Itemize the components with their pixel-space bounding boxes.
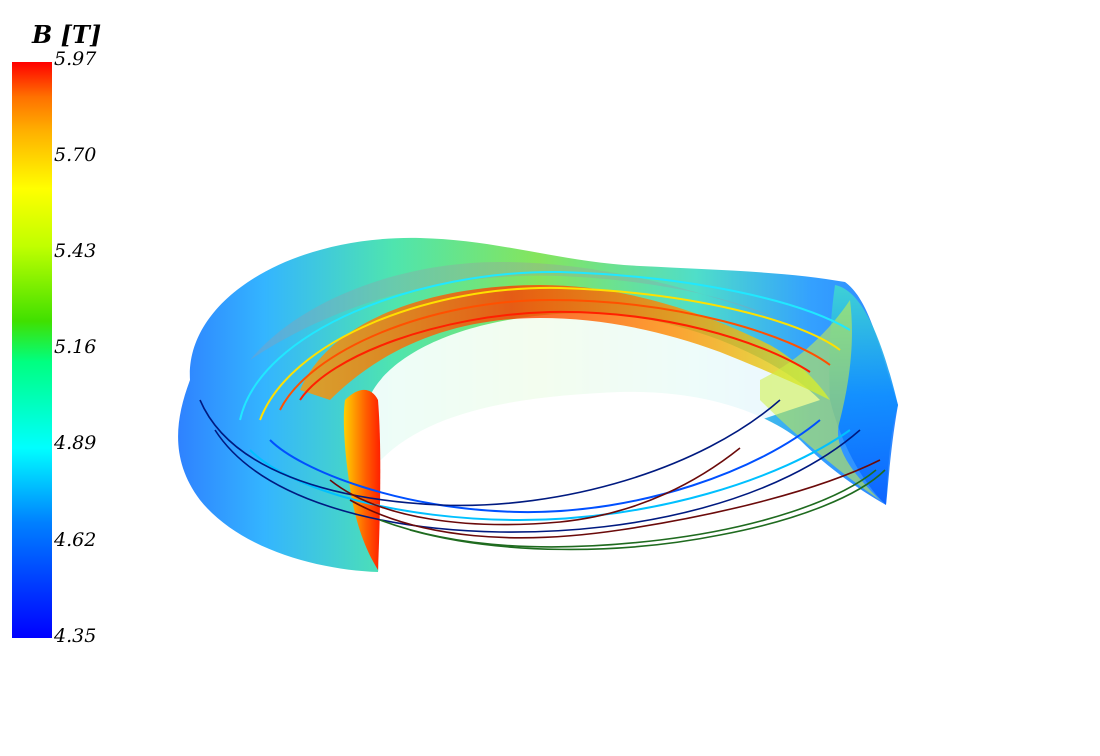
- high-field-band: [300, 285, 830, 400]
- torus-hole: [372, 313, 820, 487]
- colorbar-tick-label: 5.70: [54, 144, 97, 166]
- right-yellow-band: [760, 300, 880, 500]
- colorbar-title: B [T]: [32, 20, 102, 49]
- field-line: [349, 459, 881, 539]
- colorbar-tick-label: 4.62: [54, 529, 97, 551]
- colorbar-tick-label: 5.43: [54, 240, 97, 262]
- field-line: [259, 286, 841, 421]
- field-line: [279, 298, 831, 411]
- left-cross-section: [343, 389, 381, 570]
- field-line: [409, 469, 886, 551]
- field-line: [239, 270, 851, 421]
- field-line: [249, 429, 851, 522]
- dark-field-lines: [199, 399, 886, 551]
- field-line: [299, 310, 811, 401]
- colorbar: [12, 62, 52, 638]
- surface-field-lines: [239, 270, 851, 522]
- field-line: [214, 429, 861, 533]
- colorbar-tick-label: 4.89: [54, 432, 97, 454]
- field-line: [329, 447, 741, 526]
- colorbar-tick-label: 5.97: [54, 48, 97, 70]
- field-line: [269, 419, 821, 514]
- colorbar-tick-label: 5.16: [54, 336, 97, 358]
- field-line: [199, 399, 781, 507]
- surface-sheen: [250, 262, 780, 360]
- colorbar-tick-label: 4.35: [54, 625, 97, 647]
